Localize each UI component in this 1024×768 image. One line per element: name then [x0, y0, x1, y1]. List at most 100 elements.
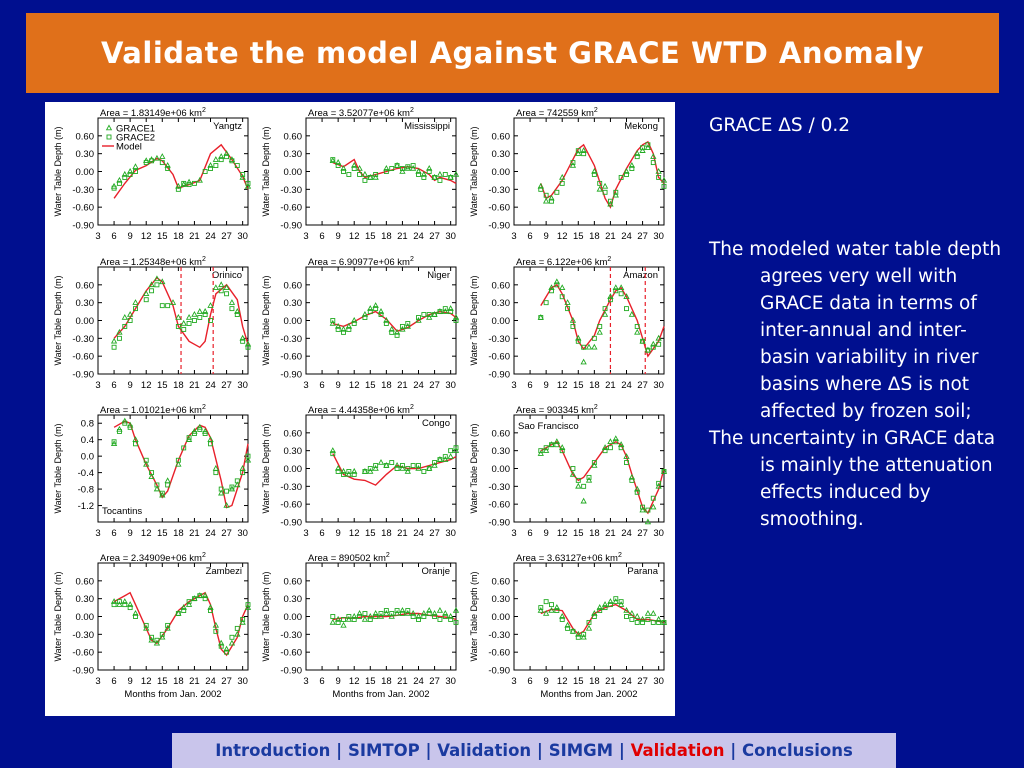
y-tick-label: -0.90 — [488, 370, 510, 381]
grace2-point — [618, 445, 624, 451]
grace1-point — [628, 162, 636, 168]
x-tick-label: 21 — [189, 528, 200, 539]
x-tick-label: 21 — [605, 231, 616, 242]
grace1-point — [196, 308, 203, 314]
nav-item-validation[interactable]: Validation — [437, 741, 532, 760]
nav-item-introduction[interactable]: Introduction — [215, 741, 331, 760]
grace1-point — [580, 633, 587, 640]
grace1-point — [388, 612, 395, 619]
grace2-point — [116, 429, 122, 434]
grace1-point — [548, 284, 555, 291]
grace2-point — [645, 617, 651, 622]
nav-item-conclusions[interactable]: Conclusions — [742, 741, 853, 760]
grace1-point — [372, 173, 379, 180]
grace2-point — [607, 297, 613, 303]
x-tick-label: 15 — [157, 528, 168, 539]
grace2-point — [202, 312, 208, 318]
nav-separator: | — [613, 741, 631, 760]
grace2-point — [335, 326, 341, 332]
grace2-point — [229, 158, 235, 164]
panel-frame — [97, 414, 249, 523]
grace2-point — [373, 306, 379, 312]
x-tick-label: 18 — [173, 528, 184, 539]
y-axis-label: Water Table Depth (m) — [469, 126, 479, 216]
x-tick-label: 3 — [511, 676, 516, 687]
x-tick-label: 24 — [205, 380, 216, 391]
grace2-point — [565, 625, 571, 631]
y-axis-label: Water Table Depth (m) — [261, 126, 271, 216]
grace1-point — [617, 284, 625, 291]
x-tick-label: 21 — [397, 528, 408, 539]
grace2-point — [634, 154, 640, 160]
grace1-point — [201, 427, 209, 434]
panel-frame — [305, 266, 457, 375]
grace1-point — [164, 477, 171, 484]
y-tick-label: 0.60 — [284, 280, 303, 291]
basin-label: Amazon — [623, 270, 658, 281]
grace2-point — [149, 634, 155, 640]
grace2-point — [554, 608, 560, 614]
grace2-point — [399, 166, 405, 171]
grace2-point — [394, 608, 400, 614]
x-tick-label: 21 — [397, 676, 408, 687]
grace2-point — [335, 619, 341, 625]
grace1-point — [607, 438, 614, 444]
grace2-point — [159, 160, 165, 166]
grace1-point — [132, 609, 139, 616]
nav-item-validation-active[interactable]: Validation — [630, 741, 725, 760]
x-tick-label: 6 — [111, 380, 116, 391]
grace2-point — [165, 622, 171, 628]
grace2-point — [367, 617, 373, 622]
x-tick-label: 12 — [141, 528, 152, 539]
grace2-point — [389, 329, 395, 335]
grace1-point — [377, 612, 385, 619]
grace1-point — [575, 150, 582, 156]
x-tick-label: 9 — [127, 528, 132, 539]
x-tick-label: 21 — [189, 676, 200, 687]
grace2-point — [208, 608, 213, 614]
grace1-point — [404, 609, 411, 616]
grace2-point — [640, 145, 646, 151]
x-tick-label: 9 — [335, 528, 340, 539]
grace2-point — [581, 151, 587, 157]
grace2-point — [191, 431, 197, 436]
grace1-point — [126, 601, 134, 607]
grace1-point — [628, 473, 636, 480]
nav-item-simtop[interactable]: SIMTOP — [347, 741, 420, 760]
y-tick-label: 0.60 — [284, 131, 303, 142]
x-tick-label: 3 — [95, 528, 100, 539]
grace1-point — [553, 278, 561, 285]
x-tick-label: 27 — [221, 676, 232, 687]
grace1-point — [244, 456, 252, 463]
y-tick-label: -0.60 — [280, 203, 302, 214]
grace1-point — [660, 176, 668, 183]
grace2-point — [133, 614, 138, 619]
grace1-point — [431, 609, 438, 616]
y-tick-label: -0.90 — [280, 221, 302, 232]
grace1-point — [447, 612, 454, 619]
grace1-point — [121, 313, 128, 320]
y-tick-label: -1.2 — [78, 501, 94, 512]
grace2-point — [116, 599, 122, 605]
basin-label: Orinico — [212, 270, 242, 281]
grace1-point — [612, 284, 619, 291]
x-tick-label: 9 — [127, 380, 132, 391]
grace1-point — [159, 633, 166, 640]
area-label: Area = 890502 km2 — [308, 552, 390, 564]
y-axis-label: Water Table Depth (m) — [53, 126, 63, 216]
basin-label: Parana — [627, 566, 658, 577]
grace2-point — [330, 318, 336, 323]
grace2-point — [202, 169, 208, 174]
grace1-point — [175, 313, 182, 320]
x-tick-label: 27 — [221, 528, 232, 539]
grace2-point — [154, 282, 160, 288]
grace2-point — [618, 291, 624, 297]
grace1-point — [442, 456, 449, 462]
x-tick-label: 9 — [543, 676, 548, 687]
grace1-point — [372, 302, 379, 308]
panel-frame — [305, 117, 457, 226]
x-tick-label: 12 — [349, 676, 360, 687]
nav-item-simgm[interactable]: SIMGM — [548, 741, 614, 760]
grace2-point — [549, 288, 554, 294]
grace1-point — [569, 470, 577, 477]
